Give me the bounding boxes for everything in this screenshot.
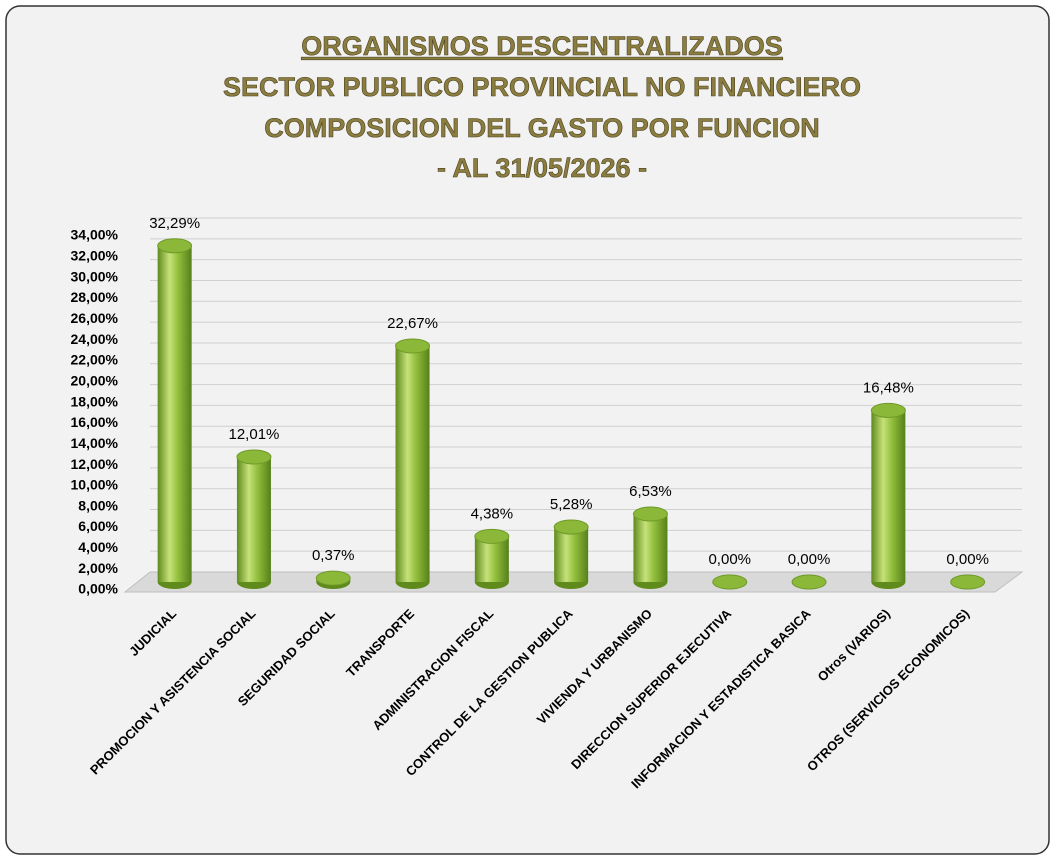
bar-group: [870, 402, 906, 589]
y-tick-label: 20,00%: [71, 372, 119, 388]
bar-group: [632, 506, 668, 589]
bar: [236, 456, 271, 582]
y-tick-label: 30,00%: [71, 268, 119, 284]
y-tick-label: 2,00%: [78, 560, 118, 576]
y-tick-label: 14,00%: [71, 435, 119, 451]
bar-group: [395, 338, 431, 589]
bar-top: [474, 528, 510, 544]
y-tick-label: 24,00%: [71, 331, 119, 347]
value-label: 0,00%: [788, 551, 831, 568]
value-label: 0,37%: [312, 547, 355, 564]
bar-top: [157, 238, 193, 254]
chart-title: SECTOR PUBLICO PROVINCIAL NO FINANCIERO: [223, 72, 861, 102]
value-label: 12,01%: [229, 426, 280, 443]
bar-group: [553, 519, 589, 589]
y-tick-label: 0,00%: [78, 581, 118, 597]
y-tick-label: 12,00%: [71, 456, 119, 472]
value-label: 6,53%: [629, 483, 672, 500]
bar: [633, 514, 668, 582]
value-label: 32,29%: [149, 215, 200, 232]
bar-group: [474, 528, 510, 589]
bar-group: [236, 449, 272, 589]
y-tick-label: 22,00%: [71, 352, 119, 368]
y-tick-label: 26,00%: [71, 310, 119, 326]
bar-group: [950, 574, 986, 590]
bar-top: [395, 338, 431, 354]
bar-top: [950, 574, 986, 590]
y-tick-label: 16,00%: [71, 414, 119, 430]
y-tick-label: 32,00%: [71, 248, 119, 264]
bar-top: [791, 574, 827, 590]
bar-top: [553, 519, 589, 535]
value-label: 0,00%: [708, 551, 751, 568]
y-tick-label: 34,00%: [71, 227, 119, 243]
bar-top: [712, 574, 748, 590]
value-label: 0,00%: [946, 551, 989, 568]
bar-group: [315, 570, 351, 589]
bar-top: [236, 449, 272, 465]
y-tick-label: 6,00%: [78, 518, 118, 534]
y-tick-label: 10,00%: [71, 477, 119, 493]
bar-top: [870, 402, 906, 418]
bar-group: [712, 574, 748, 590]
bar: [871, 410, 906, 582]
value-label: 5,28%: [550, 496, 593, 513]
title-block: ORGANISMOS DESCENTRALIZADOS SECTOR PUBLI…: [223, 31, 862, 184]
chart-title: ORGANISMOS DESCENTRALIZADOS: [301, 31, 783, 61]
chart-title: COMPOSICION DEL GASTO POR FUNCION: [264, 113, 820, 143]
bar: [395, 345, 430, 582]
bar: [554, 527, 589, 582]
y-tick-label: 4,00%: [78, 539, 118, 555]
value-label: 16,48%: [863, 379, 914, 396]
bar-group: [157, 238, 193, 589]
bar-top: [315, 570, 351, 586]
bar: [474, 536, 509, 582]
bar-group: [791, 574, 827, 590]
y-tick-label: 28,00%: [71, 289, 119, 305]
y-tick-label: 18,00%: [71, 393, 119, 409]
bar-top: [632, 506, 668, 522]
value-label: 4,38%: [471, 505, 514, 522]
bar: [157, 245, 192, 582]
y-tick-label: 8,00%: [78, 497, 118, 513]
chart-title: - AL 31/05/2026 -: [437, 153, 647, 183]
value-label: 22,67%: [387, 315, 438, 332]
